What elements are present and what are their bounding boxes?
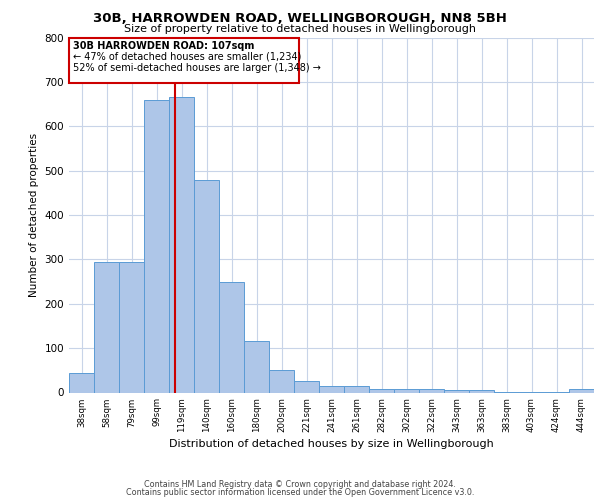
Bar — [69, 372, 94, 392]
Bar — [94, 262, 119, 392]
Bar — [469, 390, 494, 392]
Text: 30B, HARROWDEN ROAD, WELLINGBOROUGH, NN8 5BH: 30B, HARROWDEN ROAD, WELLINGBOROUGH, NN8… — [93, 12, 507, 26]
Y-axis label: Number of detached properties: Number of detached properties — [29, 133, 39, 297]
Bar — [244, 342, 269, 392]
Bar — [294, 382, 319, 392]
Text: Size of property relative to detached houses in Wellingborough: Size of property relative to detached ho… — [124, 24, 476, 34]
Text: ← 47% of detached houses are smaller (1,234): ← 47% of detached houses are smaller (1,… — [73, 52, 301, 62]
Bar — [344, 386, 369, 392]
Bar — [444, 390, 469, 392]
Text: Contains public sector information licensed under the Open Government Licence v3: Contains public sector information licen… — [126, 488, 474, 497]
Text: Contains HM Land Registry data © Crown copyright and database right 2024.: Contains HM Land Registry data © Crown c… — [144, 480, 456, 489]
Bar — [219, 282, 244, 393]
X-axis label: Distribution of detached houses by size in Wellingborough: Distribution of detached houses by size … — [169, 439, 494, 449]
Bar — [569, 389, 594, 392]
Text: 30B HARROWDEN ROAD: 107sqm: 30B HARROWDEN ROAD: 107sqm — [73, 41, 254, 51]
Text: 52% of semi-detached houses are larger (1,348) →: 52% of semi-detached houses are larger (… — [73, 63, 320, 73]
Bar — [169, 98, 194, 393]
Bar — [144, 100, 169, 393]
Bar — [119, 262, 144, 392]
FancyBboxPatch shape — [69, 38, 299, 83]
Bar — [319, 386, 344, 392]
Bar — [369, 390, 394, 392]
Bar — [269, 370, 294, 392]
Bar — [394, 389, 419, 392]
Bar — [194, 180, 219, 392]
Bar — [419, 389, 444, 392]
